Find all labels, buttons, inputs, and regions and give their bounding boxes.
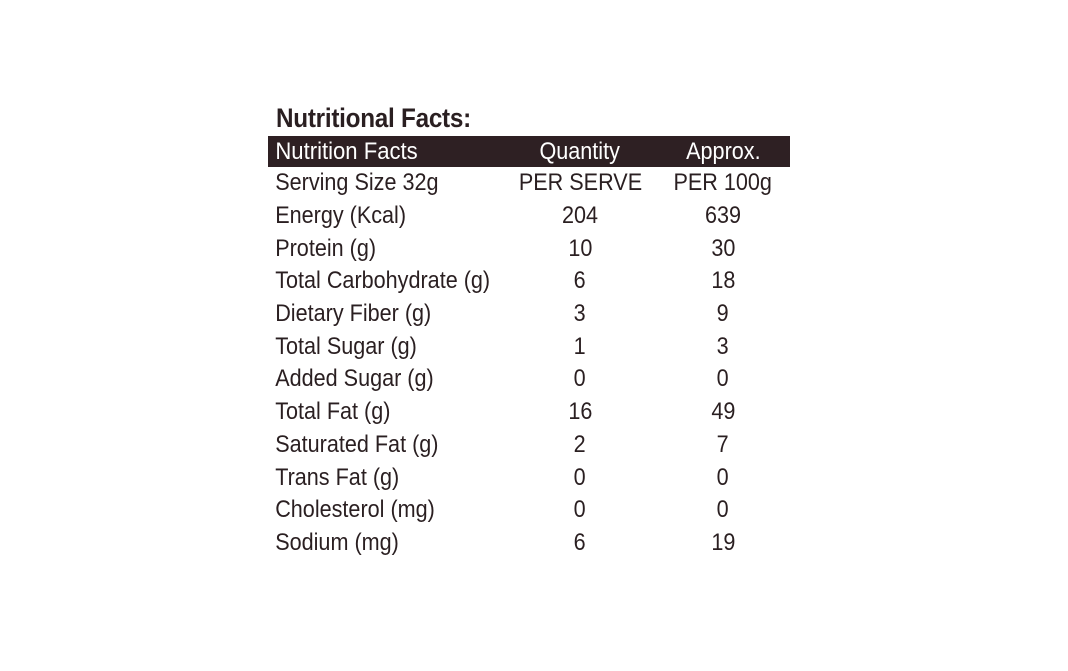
row-per-100g-value: 639 — [704, 202, 742, 230]
table-row: Total Sugar (g) 1 3 — [268, 330, 790, 363]
table-row: Saturated Fat (g) 2 7 — [268, 429, 790, 462]
header-approx: Approx. — [656, 137, 790, 165]
table-row: Dietary Fiber (g) 3 9 — [268, 298, 790, 331]
row-per-serve-value: 6 — [573, 528, 587, 556]
table-row: Energy (Kcal) 204 639 — [268, 200, 790, 233]
row-per-serve: 6 — [504, 269, 656, 293]
row-per-100g-value: 0 — [716, 463, 730, 491]
row-per-100g: 0 — [656, 498, 790, 522]
row-per-100g: 0 — [656, 367, 790, 391]
row-label: Dietary Fiber (g) — [275, 300, 432, 328]
table-row: Added Sugar (g) 0 0 — [268, 363, 790, 396]
row-per-100g: 639 — [656, 204, 790, 228]
row-label: Total Carbohydrate (g) — [275, 267, 491, 295]
row-per-100g: 49 — [656, 400, 790, 424]
row-per-serve-value: PER SERVE — [518, 169, 642, 197]
table-row: Total Carbohydrate (g) 6 18 — [268, 265, 790, 298]
table-row: Serving Size 32g PER SERVE PER 100g — [268, 167, 790, 200]
row-per-serve-value: 10 — [567, 234, 593, 262]
header-quantity-label: Quantity — [539, 137, 621, 165]
row-per-100g: 9 — [656, 302, 790, 326]
row-per-100g-value: 0 — [716, 365, 730, 393]
row-per-serve-value: 0 — [573, 463, 587, 491]
row-per-serve-value: 16 — [567, 398, 593, 426]
row-per-100g-value: PER 100g — [673, 169, 773, 197]
table-row: Trans Fat (g) 0 0 — [268, 461, 790, 494]
row-label: Saturated Fat (g) — [275, 430, 439, 458]
row-per-serve-value: 3 — [573, 300, 587, 328]
row-per-serve: 0 — [504, 367, 656, 391]
row-per-100g-value: 18 — [710, 267, 736, 295]
row-label: Sodium (mg) — [275, 528, 399, 556]
row-label: Cholesterol (mg) — [275, 496, 435, 524]
row-label: Total Sugar (g) — [275, 332, 417, 360]
nutrition-facts-panel: Nutritional Facts: Nutrition Facts Quant… — [268, 100, 790, 559]
row-per-100g: PER 100g — [656, 171, 790, 195]
row-per-100g-value: 0 — [716, 496, 730, 524]
row-per-serve-value: 2 — [573, 430, 587, 458]
row-label: Protein (g) — [275, 234, 377, 262]
row-per-100g: 7 — [656, 430, 790, 458]
row-per-100g: 30 — [656, 234, 790, 262]
row-per-serve: PER SERVE — [504, 171, 656, 195]
row-per-serve-value: 6 — [573, 267, 587, 295]
row-per-serve: 6 — [504, 528, 656, 556]
row-label: Serving Size 32g — [275, 169, 439, 197]
row-per-100g-value: 3 — [716, 332, 730, 360]
row-per-serve: 16 — [504, 400, 656, 424]
row-label: Trans Fat (g) — [275, 463, 400, 491]
row-per-100g: 3 — [656, 332, 790, 360]
row-per-100g-value: 19 — [710, 528, 736, 556]
table-row: Protein (g) 10 30 — [268, 232, 790, 265]
row-per-100g: 0 — [656, 463, 790, 491]
row-label: Total Fat (g) — [275, 398, 391, 426]
row-per-serve: 3 — [504, 302, 656, 326]
row-label: Added Sugar (g) — [275, 365, 434, 393]
row-per-serve-value: 0 — [573, 496, 587, 524]
table-row: Sodium (mg) 6 19 — [268, 527, 790, 560]
row-per-serve: 1 — [504, 332, 656, 360]
row-per-100g-value: 30 — [710, 234, 736, 262]
row-per-serve: 2 — [504, 430, 656, 458]
row-per-serve-value: 1 — [573, 332, 587, 360]
header-approx-label: Approx. — [685, 137, 761, 165]
row-per-serve: 10 — [504, 234, 656, 262]
row-per-100g-value: 7 — [716, 430, 730, 458]
row-per-100g: 18 — [656, 269, 790, 293]
row-per-serve-value: 204 — [561, 202, 599, 230]
row-label: Energy (Kcal) — [275, 202, 407, 230]
table-row: Cholesterol (mg) 0 0 — [268, 494, 790, 527]
row-per-serve: 204 — [504, 204, 656, 228]
row-per-100g: 19 — [656, 528, 790, 556]
row-per-100g-value: 9 — [716, 300, 730, 328]
page-title: Nutritional Facts: — [276, 103, 471, 133]
header-quantity: Quantity — [504, 137, 656, 165]
row-per-serve-value: 0 — [573, 365, 587, 393]
row-per-100g-value: 49 — [710, 398, 736, 426]
header-nutrition-facts: Nutrition Facts — [275, 137, 418, 165]
table-header: Nutrition Facts Quantity Approx. — [268, 136, 790, 167]
row-per-serve: 0 — [504, 498, 656, 522]
row-per-serve: 0 — [504, 463, 656, 491]
table-row: Total Fat (g) 16 49 — [268, 396, 790, 429]
